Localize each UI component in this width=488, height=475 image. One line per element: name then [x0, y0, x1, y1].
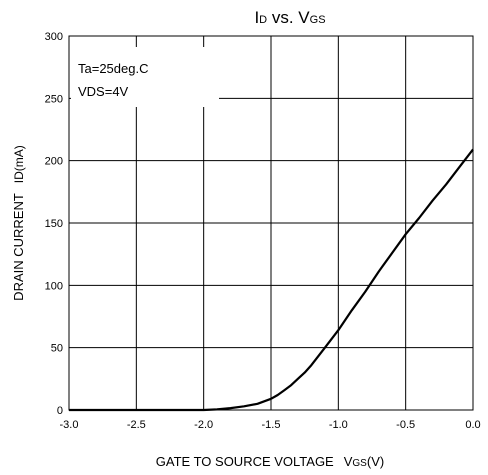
y-tick-label: 250 — [45, 93, 63, 105]
plot-frame — [68, 35, 474, 411]
x-tick-label: -2.5 — [127, 419, 146, 431]
x-ticks: -3.0 -2.5 -2.0 -1.5 -1.0 -0.5 0.0 — [60, 419, 481, 431]
title-id: I — [254, 8, 259, 27]
title-id-sub: D — [259, 14, 267, 26]
title-vs: vs. V — [267, 8, 310, 27]
y-tick-label: 50 — [51, 343, 63, 355]
x-axis-label-v: V — [344, 454, 353, 469]
y-tick-label: 300 — [45, 31, 63, 43]
x-axis-label: GATE TO SOURCE VOLTAGE VGS(V) — [156, 454, 384, 469]
x-axis-label-gs: GS — [352, 458, 367, 469]
annotation-box — [71, 47, 219, 107]
grid — [69, 36, 473, 410]
chart-title: ID vs. VGS — [254, 8, 325, 27]
y-ticks: 0 50 100 150 200 250 300 — [45, 31, 63, 417]
y-axis-label-unit: ID(mA) — [12, 145, 26, 183]
series-line — [69, 148, 474, 412]
x-axis-label-main: GATE TO SOURCE VOLTAGE — [156, 454, 334, 469]
y-tick-label: 200 — [45, 156, 63, 168]
annotation-temperature: Ta=25deg.C — [78, 61, 148, 76]
x-tick-label: -3.0 — [60, 419, 79, 431]
x-tick-label: -2.0 — [194, 419, 213, 431]
title-vgs-sub: GS — [310, 14, 326, 26]
y-axis-label-main: DRAIN CURRENT — [11, 193, 26, 301]
x-tick-label: -1.5 — [262, 419, 281, 431]
y-axis-label: DRAIN CURRENT ID(mA) — [11, 145, 26, 301]
x-axis-label-unit: (V) — [367, 454, 384, 469]
y-tick-label: 150 — [45, 218, 63, 230]
y-tick-label: 100 — [45, 280, 63, 292]
x-tick-label: 0.0 — [465, 419, 480, 431]
annotation-vds: VDS=4V — [78, 84, 129, 99]
y-tick-label: 0 — [57, 405, 63, 417]
x-tick-label: -1.0 — [329, 419, 348, 431]
x-tick-label: -0.5 — [396, 419, 415, 431]
